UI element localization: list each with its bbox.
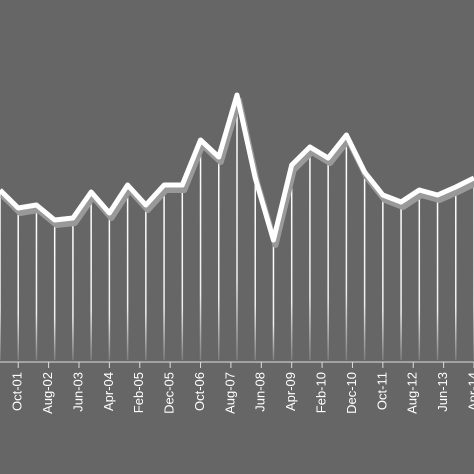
drop-line [181,185,184,360]
series-line [0,92,474,243]
drop-line [382,195,384,360]
x-tick-label: Feb-05 [131,372,146,413]
drop-line [72,218,74,360]
drop-line [218,157,220,360]
x-tick-label: Oct-11 [374,372,389,410]
x-tick-label: Apr-14 [465,372,474,411]
drop-line [363,172,366,360]
x-tick-label: Oct-01 [10,372,25,411]
drop-line [272,240,275,360]
drop-line [436,195,439,360]
drop-line [400,202,402,360]
drop-line [254,178,256,360]
drop-line [17,208,19,360]
drop-line [126,185,129,360]
x-tick-label: Jun-03 [70,372,85,412]
x-tick-label: Aug-02 [40,372,55,414]
x-tick-label: Jun-08 [253,372,268,412]
drop-line [309,147,311,360]
drop-line [236,95,238,360]
drop-line [327,158,329,360]
x-tick-label: Aug-12 [405,372,420,414]
x-tick-label: Oct-06 [192,372,207,411]
x-tick-label: Apr-09 [283,372,298,411]
drop-line [35,205,38,360]
drop-line [90,192,92,360]
drop-line [418,190,421,360]
x-tick-label: Apr-04 [101,372,116,411]
x-tick-label: Jun-13 [435,372,450,412]
drop-line [163,185,165,360]
x-tick-label: Dec-05 [162,372,177,414]
x-tick-label: Aug-07 [222,372,237,414]
drop-line [145,205,147,360]
drop-line [199,140,202,360]
drop-line [0,190,1,360]
x-tick-label: Dec-10 [344,372,359,414]
drop-line [108,213,111,360]
drop-line [345,135,348,360]
drop-line [455,187,457,360]
drop-line [53,220,56,360]
x-tick-label: Feb-10 [314,372,329,413]
drop-line [290,165,293,360]
